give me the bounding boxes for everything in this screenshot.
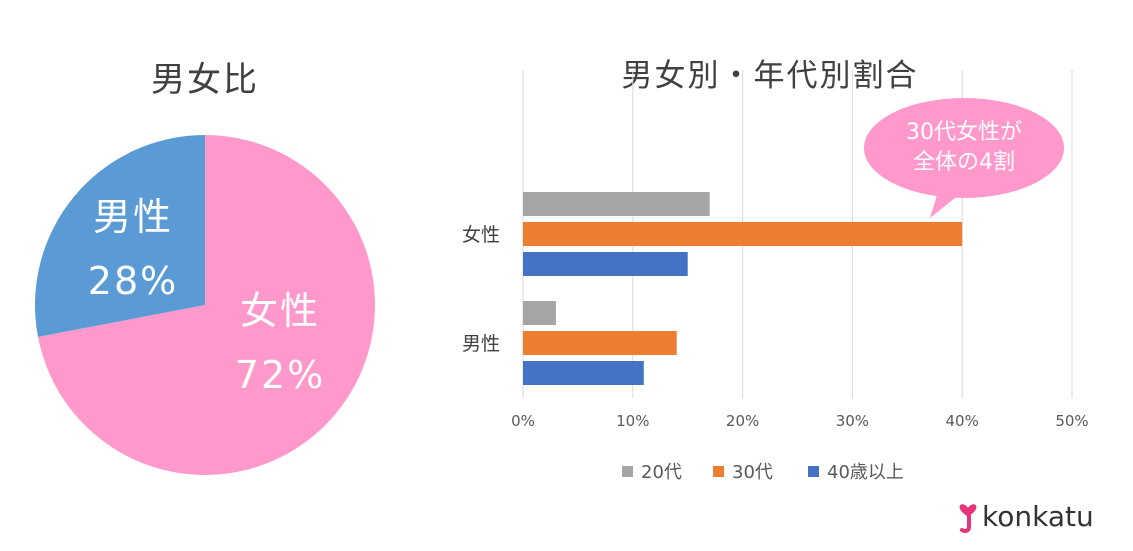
tick-label: 30% [836, 412, 869, 430]
bar-female-0 [523, 192, 710, 216]
pie-label-male: 男性 28% [78, 186, 188, 303]
category-label: 男性 [462, 333, 500, 355]
tick-label: 40% [946, 412, 979, 430]
legend-item: 40歳以上 [808, 458, 904, 484]
legend-swatch [713, 465, 724, 477]
bar-marks [523, 192, 963, 385]
pie-label-male-percent: 28% [87, 259, 179, 303]
legend-label: 20代 [641, 462, 682, 483]
pie-slice-female [38, 135, 375, 475]
pie-label-male-name: 男性 [92, 195, 173, 239]
bar-legend: 20代 30代 40歳以上 [0, 458, 1133, 484]
callout-text: 30代女性が 全体の4割 [870, 118, 1058, 178]
bar-male-0 [523, 301, 556, 325]
logo-text: konkatu [982, 499, 1094, 533]
bar-female-2 [523, 252, 688, 276]
legend-item: 30代 [713, 458, 773, 484]
heart-j-icon [959, 504, 977, 533]
pie-slice-male [34, 135, 205, 337]
category-label: 女性 [462, 224, 500, 246]
pie-label-female: 女性 72% [222, 280, 338, 397]
bar-chart-title: 男女別・年代別割合 [621, 58, 919, 94]
bar-tick-labels: 0% 10% 20% 30% 40% 50% [511, 412, 1089, 430]
bar-male-2 [523, 361, 644, 385]
legend-label: 30代 [732, 462, 773, 483]
konkatu-logo: konkatu [958, 496, 1094, 536]
tick-label: 20% [726, 412, 759, 430]
bar-male-1 [523, 331, 677, 355]
pie-label-female-name: 女性 [239, 289, 320, 333]
callout-line-2: 全体の4割 [913, 150, 1015, 175]
legend-label: 40歳以上 [827, 462, 904, 483]
bar-female-1 [523, 222, 963, 246]
tick-label: 10% [616, 412, 649, 430]
tick-label: 0% [511, 412, 535, 430]
legend-item: 20代 [622, 458, 682, 484]
legend-swatch [622, 465, 633, 477]
legend-swatch [808, 465, 819, 477]
pie-label-female-percent: 72% [234, 353, 326, 397]
callout-bubble [864, 98, 1064, 218]
pie-chart-title: 男女比 [151, 60, 259, 100]
tick-label: 50% [1055, 412, 1088, 430]
callout-line-1: 30代女性が [906, 120, 1022, 145]
